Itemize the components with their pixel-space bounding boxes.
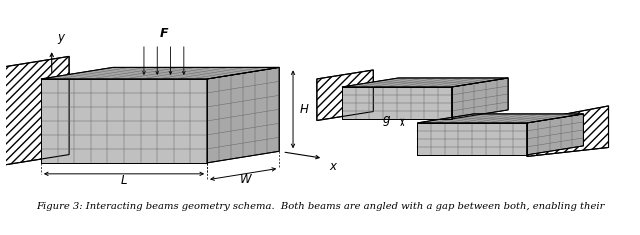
Polygon shape	[317, 70, 373, 121]
Text: $H$: $H$	[299, 103, 310, 116]
Polygon shape	[342, 87, 452, 119]
Text: Figure 3: Interacting beams geometry schema.  Both beams are angled with a gap b: Figure 3: Interacting beams geometry sch…	[36, 202, 604, 211]
Polygon shape	[0, 56, 69, 166]
Text: $g$: $g$	[382, 114, 391, 128]
Polygon shape	[207, 67, 279, 163]
Text: $x$: $x$	[330, 160, 339, 173]
Polygon shape	[41, 67, 279, 79]
Polygon shape	[527, 106, 609, 157]
Text: $W$: $W$	[239, 173, 253, 186]
Polygon shape	[417, 123, 527, 155]
Text: $y$: $y$	[57, 32, 66, 46]
Text: $\boldsymbol{F}$: $\boldsymbol{F}$	[159, 27, 169, 40]
Polygon shape	[342, 78, 508, 87]
Polygon shape	[452, 78, 508, 119]
Polygon shape	[41, 79, 207, 163]
Polygon shape	[417, 114, 584, 123]
Text: $L$: $L$	[120, 174, 128, 187]
Polygon shape	[527, 114, 584, 155]
